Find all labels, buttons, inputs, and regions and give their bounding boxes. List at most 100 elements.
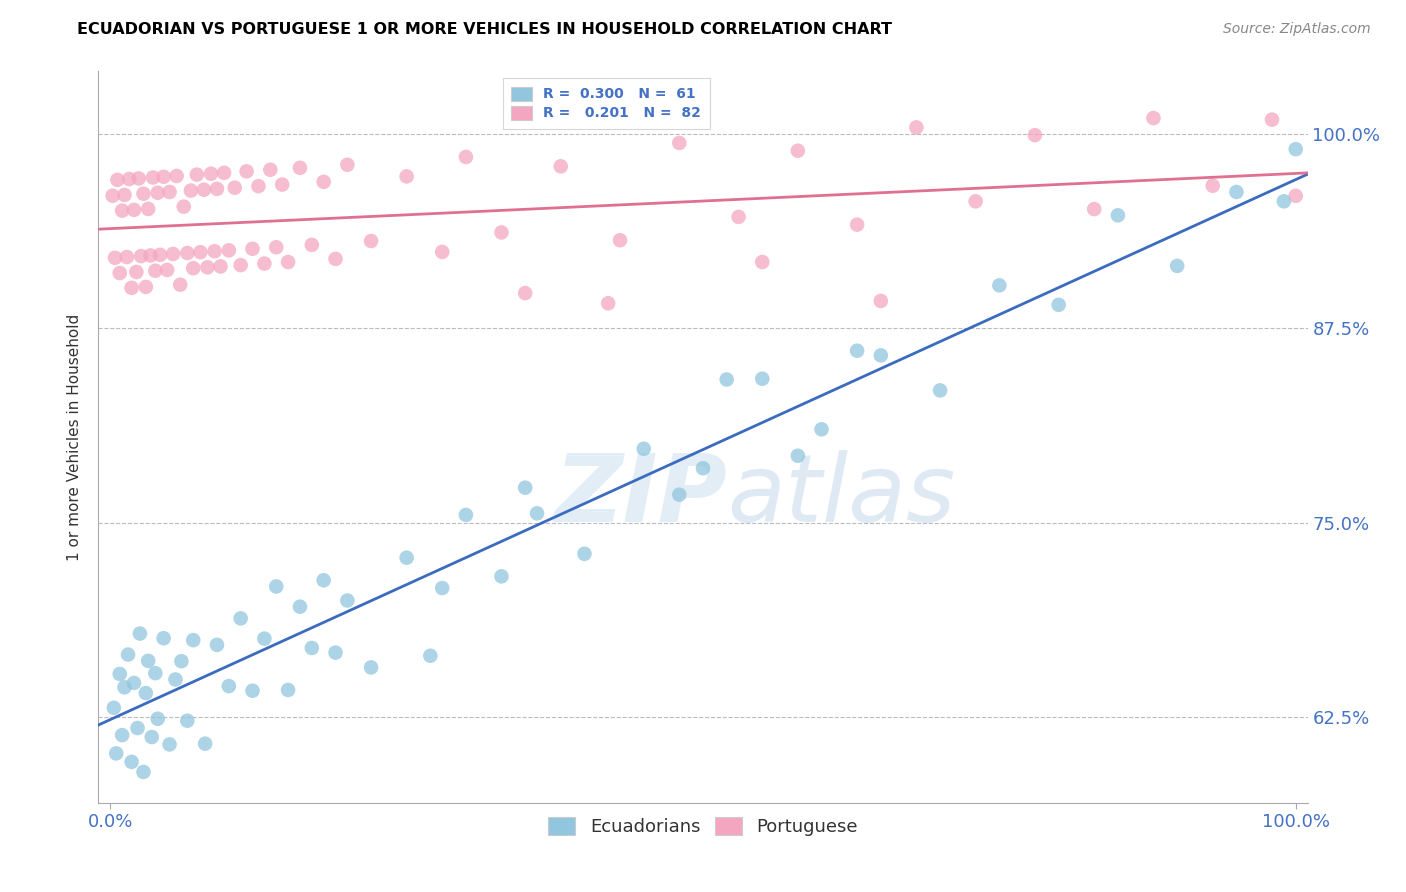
Point (200, 167, 222, 181)
Point (176, 714, 198, 728)
Point (242, 683, 264, 698)
Point (146, 186, 169, 200)
Point (277, 683, 299, 698)
Point (360, 660, 382, 674)
Point (128, 171, 150, 186)
Point (301, 238, 323, 252)
Point (197, 260, 219, 275)
Point (288, 599, 311, 614)
Point (247, 179, 270, 194)
Point (264, 240, 287, 254)
Point (905, 120, 928, 135)
Point (176, 246, 198, 260)
Point (1261, 112, 1284, 127)
Point (162, 247, 184, 261)
Point (152, 169, 174, 184)
Point (170, 654, 193, 668)
Text: ECUADORIAN VS PORTUGUESE 1 OR MORE VEHICLES IN HOUSEHOLD CORRELATION CHART: ECUADORIAN VS PORTUGUESE 1 OR MORE VEHIC… (77, 22, 893, 37)
Point (253, 632, 276, 646)
Point (1107, 208, 1129, 222)
Point (727, 210, 749, 224)
Point (105, 747, 128, 761)
Point (139, 248, 162, 262)
Point (598, 296, 620, 310)
Point (103, 700, 125, 714)
Point (288, 161, 311, 175)
Point (1166, 259, 1188, 273)
Point (810, 422, 832, 436)
Point (609, 233, 631, 247)
Point (117, 648, 139, 662)
Point (129, 626, 152, 640)
Point (127, 721, 149, 735)
Point (515, 286, 537, 301)
Point (259, 162, 281, 177)
Point (395, 550, 418, 565)
Point (1047, 298, 1070, 312)
Point (159, 185, 181, 199)
Point (988, 278, 1011, 293)
Point (143, 666, 166, 681)
Point (253, 256, 276, 270)
Point (1225, 185, 1247, 199)
Point (159, 738, 181, 752)
Point (121, 755, 143, 769)
Point (205, 182, 228, 196)
Point (491, 569, 513, 583)
Point (111, 728, 134, 742)
Point (181, 633, 204, 648)
Point (180, 184, 202, 198)
Point (929, 384, 952, 398)
Point (229, 258, 252, 272)
Point (574, 547, 596, 561)
Point (846, 343, 869, 358)
Point (965, 194, 987, 209)
Point (692, 461, 714, 475)
Point (209, 260, 232, 274)
Point (716, 372, 738, 386)
Point (312, 175, 335, 189)
Point (1202, 178, 1225, 193)
Point (129, 249, 152, 263)
Point (142, 170, 165, 185)
Point (132, 764, 155, 779)
Point (454, 508, 477, 522)
Point (204, 244, 226, 259)
Point (136, 654, 159, 668)
Point (432, 581, 454, 595)
Point (132, 186, 155, 201)
Point (146, 712, 169, 726)
Point (869, 348, 891, 362)
Point (115, 250, 138, 264)
Point (218, 244, 240, 258)
Point (194, 737, 217, 751)
Point (108, 667, 131, 681)
Point (1285, 142, 1308, 156)
Point (212, 166, 235, 180)
Point (165, 673, 187, 687)
Point (229, 611, 252, 625)
Point (312, 574, 335, 588)
Point (633, 442, 655, 456)
Point (869, 293, 891, 308)
Point (1083, 202, 1105, 216)
Point (101, 188, 124, 202)
Point (751, 372, 773, 386)
Point (1142, 111, 1164, 125)
Point (786, 144, 808, 158)
Point (235, 164, 257, 178)
Point (149, 248, 172, 262)
Point (114, 188, 136, 202)
Point (105, 173, 128, 187)
Point (121, 281, 143, 295)
Text: ZIP: ZIP (554, 450, 727, 541)
Point (395, 169, 418, 184)
Point (104, 251, 127, 265)
Point (301, 640, 323, 655)
Point (169, 277, 191, 292)
Point (526, 506, 548, 520)
Legend: Ecuadorians, Portuguese: Ecuadorians, Portuguese (540, 807, 866, 845)
Point (454, 150, 477, 164)
Point (846, 218, 869, 232)
Point (550, 159, 572, 173)
